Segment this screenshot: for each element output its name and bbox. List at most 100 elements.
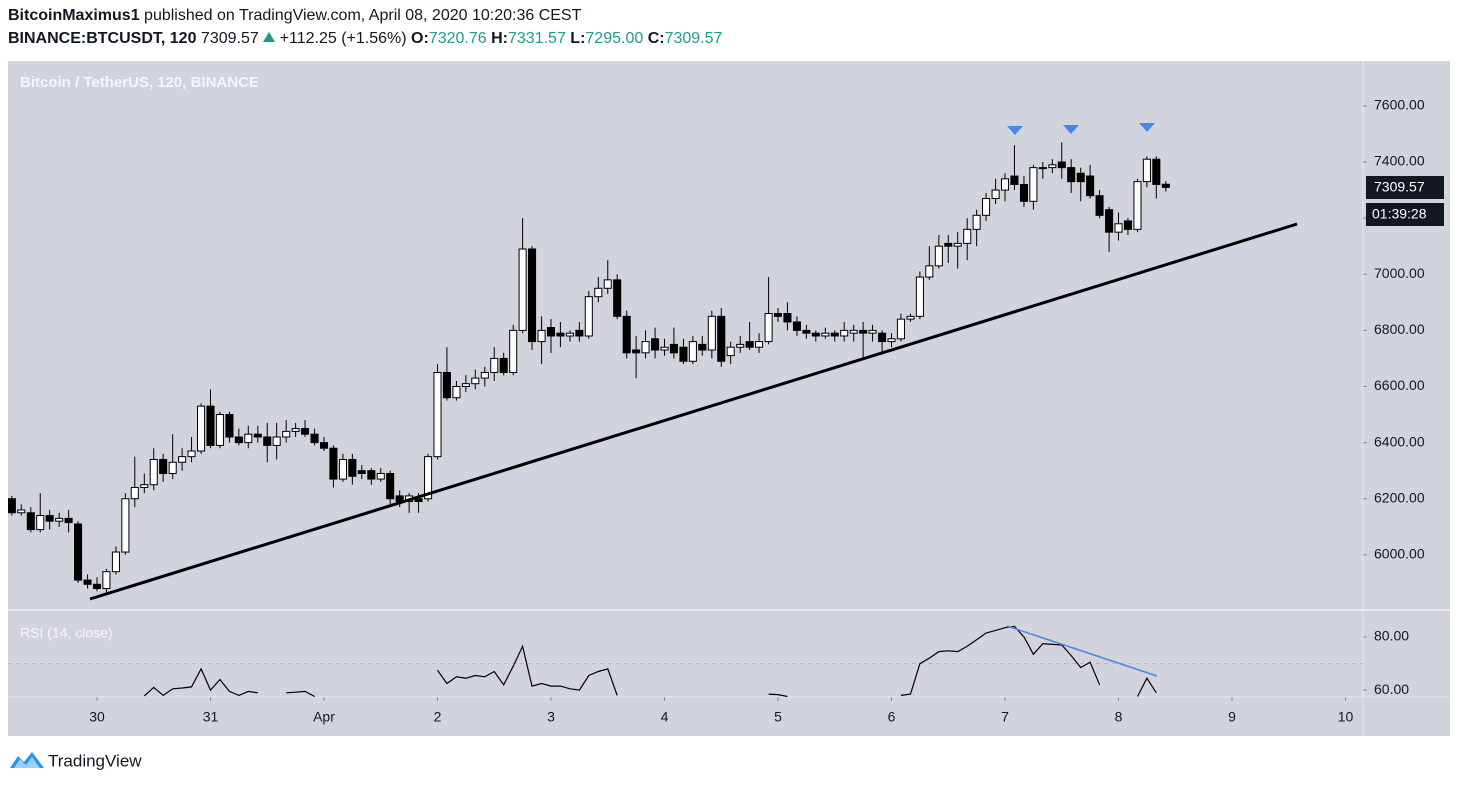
candle-body — [613, 279, 622, 317]
candle-body — [991, 189, 1000, 199]
candle-body — [272, 436, 281, 446]
candle-body — [319, 442, 329, 449]
candle-body — [92, 583, 102, 590]
candle-body — [792, 321, 801, 331]
candle-body — [490, 357, 499, 373]
candle-body — [565, 332, 574, 337]
header-line-1: BitcoinMaximus1 published on TradingView… — [8, 7, 581, 25]
candle-body — [736, 343, 745, 348]
x-tick-label: 3 — [547, 709, 555, 725]
ohlc-key: C: — [647, 30, 665, 47]
ohlc-value: 7309.57 — [664, 30, 723, 47]
price-pane — [8, 142, 1170, 595]
candle-body — [461, 383, 470, 387]
rsi-tick-label: 80.00 — [1374, 628, 1409, 644]
candle-body — [1142, 158, 1151, 183]
top-marker — [1007, 126, 1023, 135]
candle-body — [1105, 209, 1114, 233]
candle-body — [386, 472, 395, 500]
candle-body — [755, 341, 764, 348]
brand-logo — [10, 752, 44, 768]
candle-body — [528, 248, 537, 343]
candle-body — [452, 385, 461, 399]
candle-body — [1133, 181, 1142, 230]
y-tick-label: 7400.00 — [1374, 153, 1425, 169]
y-tick-label: 6200.00 — [1374, 489, 1425, 505]
candle-body — [1076, 172, 1085, 183]
last-price-tag — [1366, 176, 1444, 199]
candle-body — [811, 332, 820, 337]
candle-body — [1048, 164, 1057, 169]
candle-body — [859, 329, 868, 334]
candle-body — [698, 343, 707, 351]
ohlc-value: 7320.76 — [428, 30, 487, 47]
candle-body — [442, 371, 451, 399]
candle-body — [972, 214, 981, 230]
candle-body — [537, 329, 546, 343]
candle-body — [159, 458, 168, 474]
candle-body — [8, 498, 16, 514]
candle-body — [480, 371, 489, 379]
candle-body — [1067, 167, 1076, 183]
top-marker — [1063, 125, 1079, 134]
candle-body — [688, 341, 697, 362]
candle-body — [102, 571, 111, 590]
candle-body — [641, 341, 650, 354]
x-tick-label: 9 — [1228, 709, 1236, 725]
candle-body — [499, 357, 508, 373]
candle-body — [622, 315, 631, 354]
candle-body — [45, 515, 54, 522]
candle-body — [726, 346, 735, 357]
candle-body — [1152, 158, 1161, 185]
rsi-line — [143, 625, 1157, 697]
candle-body — [26, 512, 35, 531]
candle-body — [338, 458, 347, 480]
ohlc-value: 7295.00 — [585, 30, 644, 47]
candle-body — [234, 436, 243, 444]
y-tick-label: 6000.00 — [1374, 546, 1425, 562]
y-tick-label: 6800.00 — [1374, 321, 1425, 337]
candle-body — [925, 265, 934, 278]
candle-body — [187, 450, 196, 458]
y-tick-label: 6400.00 — [1374, 433, 1425, 449]
candle-body — [679, 346, 688, 362]
candle-body — [424, 456, 433, 500]
candle-body — [849, 329, 858, 334]
candle-body — [840, 329, 849, 337]
candle-body — [1000, 178, 1010, 191]
candle-body — [1038, 167, 1047, 170]
candle-body — [263, 436, 272, 446]
candle-body — [130, 487, 139, 500]
symbol: BINANCE:BTCUSDT, 120 — [8, 30, 197, 47]
candle-body — [584, 296, 593, 337]
y-tick-label: 7600.00 — [1374, 97, 1425, 113]
last-price: 7309.57 — [200, 30, 259, 47]
candle-body — [1095, 195, 1104, 216]
candle-body — [707, 315, 716, 351]
candle-body — [546, 327, 556, 337]
candle-body — [944, 242, 953, 247]
candle-body — [669, 343, 678, 354]
candle-body — [896, 318, 905, 340]
candle-body — [1019, 183, 1028, 202]
candle-body — [121, 498, 130, 553]
candle-body — [1161, 183, 1170, 188]
rsi-pane — [8, 625, 1363, 697]
candle-body — [1057, 161, 1066, 169]
candle-body — [17, 509, 26, 514]
top-marker — [1139, 123, 1155, 132]
candle-body — [1029, 167, 1038, 202]
candle-body — [764, 313, 773, 343]
candle-body — [934, 245, 943, 267]
candle-body — [471, 377, 480, 385]
candle-body — [149, 458, 158, 486]
candle-body — [225, 414, 234, 438]
candle-body — [367, 470, 376, 480]
candle-body — [178, 456, 187, 463]
candle-body — [575, 329, 584, 337]
chart-title: Bitcoin / TetherUS, 120, BINANCE — [20, 74, 259, 91]
candle-body — [253, 433, 262, 438]
candle-body — [830, 332, 839, 337]
rsi-trendline — [1006, 625, 1158, 677]
header-line-2: BINANCE:BTCUSDT, 120 7309.57 +112.25 (+1… — [8, 30, 722, 48]
